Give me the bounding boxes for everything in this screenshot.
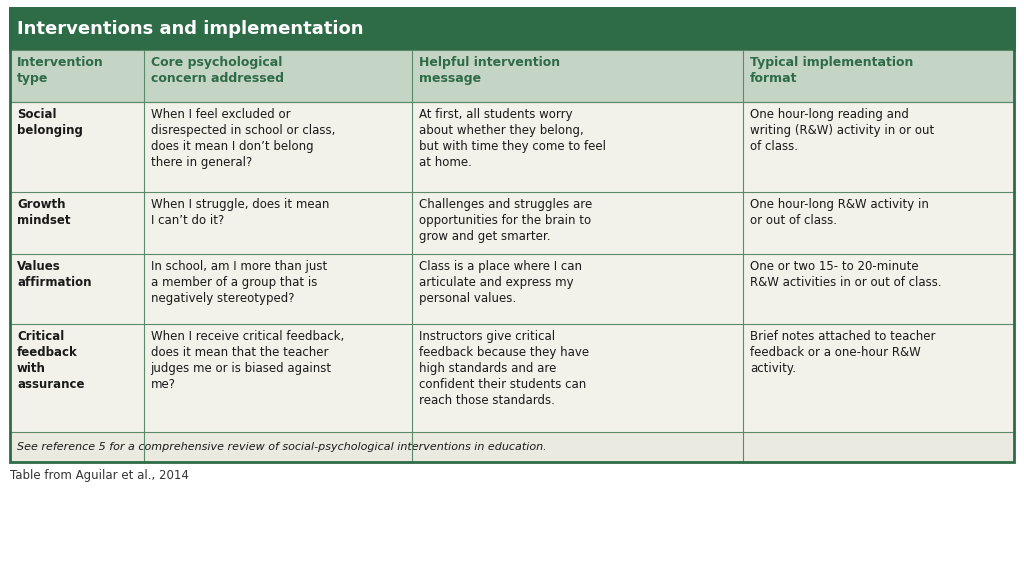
- Text: Challenges and struggles are
opportunities for the brain to
grow and get smarter: Challenges and struggles are opportuniti…: [419, 198, 592, 243]
- Text: When I struggle, does it mean
I can’t do it?: When I struggle, does it mean I can’t do…: [151, 198, 329, 227]
- Bar: [10, 8, 1014, 50]
- Text: One hour-long R&W activity in
or out of class.: One hour-long R&W activity in or out of …: [750, 198, 929, 227]
- Text: Helpful intervention
message: Helpful intervention message: [419, 56, 560, 85]
- Text: Instructors give critical
feedback because they have
high standards and are
conf: Instructors give critical feedback becau…: [419, 330, 589, 407]
- Text: When I receive critical feedback,
does it mean that the teacher
judges me or is : When I receive critical feedback, does i…: [151, 330, 344, 391]
- Text: At first, all students worry
about whether they belong,
but with time they come : At first, all students worry about wheth…: [419, 108, 605, 169]
- Text: Intervention
type: Intervention type: [17, 56, 103, 85]
- Text: Brief notes attached to teacher
feedback or a one-hour R&W
activity.: Brief notes attached to teacher feedback…: [750, 330, 935, 375]
- Bar: [10, 324, 1014, 432]
- Text: One or two 15- to 20-minute
R&W activities in or out of class.: One or two 15- to 20-minute R&W activiti…: [750, 260, 941, 289]
- Bar: [10, 254, 1014, 324]
- Bar: [10, 432, 1014, 462]
- Text: Table from Aguilar et al., 2014: Table from Aguilar et al., 2014: [10, 469, 188, 483]
- Text: Typical implementation
format: Typical implementation format: [750, 56, 913, 85]
- Text: Class is a place where I can
articulate and express my
personal values.: Class is a place where I can articulate …: [419, 260, 582, 305]
- Bar: [10, 192, 1014, 254]
- Bar: [10, 8, 1014, 462]
- Text: Values
affirmation: Values affirmation: [17, 260, 91, 289]
- Text: When I feel excluded or
disrespected in school or class,
does it mean I don’t be: When I feel excluded or disrespected in …: [151, 108, 335, 169]
- Text: Critical
feedback
with
assurance: Critical feedback with assurance: [17, 330, 85, 391]
- Text: Interventions and implementation: Interventions and implementation: [17, 20, 364, 38]
- Text: Social
belonging: Social belonging: [17, 108, 83, 137]
- Text: In school, am I more than just
a member of a group that is
negatively stereotype: In school, am I more than just a member …: [151, 260, 327, 305]
- Bar: [10, 50, 1014, 102]
- Text: One hour-long reading and
writing (R&W) activity in or out
of class.: One hour-long reading and writing (R&W) …: [750, 108, 934, 153]
- Bar: [10, 102, 1014, 192]
- Text: Core psychological
concern addressed: Core psychological concern addressed: [151, 56, 284, 85]
- Text: See reference 5 for a comprehensive review of social-psychological interventions: See reference 5 for a comprehensive revi…: [17, 442, 547, 452]
- Text: Growth
mindset: Growth mindset: [17, 198, 71, 227]
